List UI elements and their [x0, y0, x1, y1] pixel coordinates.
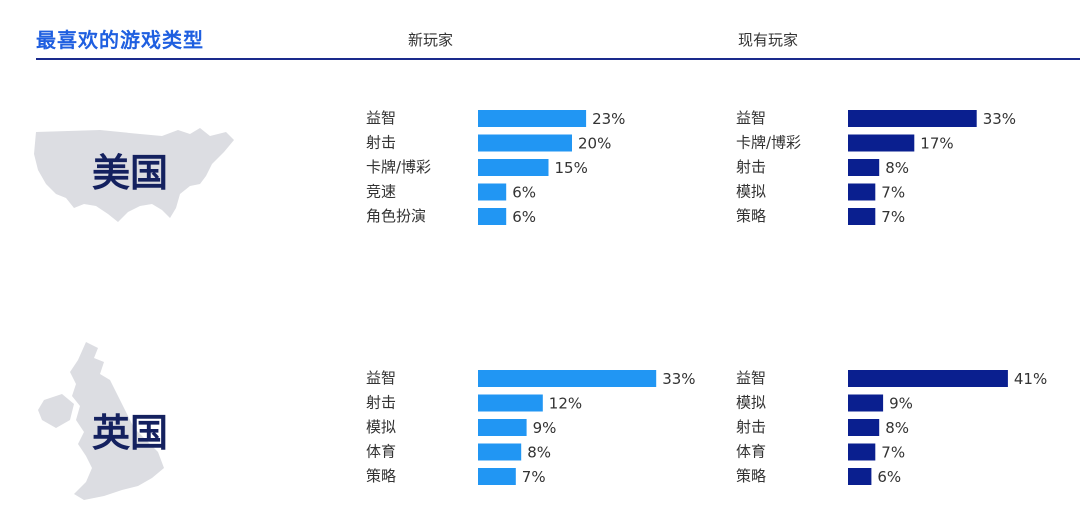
value-label: 7% [881, 208, 905, 226]
bar [478, 159, 549, 176]
bar [478, 370, 657, 387]
bar [478, 419, 527, 436]
bar [478, 183, 507, 201]
bar [848, 394, 884, 412]
bar [478, 134, 572, 152]
column-header-existing-players: 现有玩家 [738, 31, 799, 49]
country-label-uk: 英国 [92, 411, 169, 455]
bar [478, 110, 587, 127]
bar [848, 443, 876, 461]
category-label: 射击 [366, 394, 396, 412]
category-label: 体育 [736, 443, 766, 461]
bar [848, 468, 872, 485]
bar [478, 394, 543, 412]
category-label: 益智 [366, 109, 396, 127]
value-label: 6% [512, 208, 536, 226]
header-divider [36, 58, 1080, 60]
value-label: 6% [512, 184, 536, 202]
category-label: 角色扮演 [366, 207, 426, 225]
value-label: 20% [578, 135, 611, 153]
category-label: 射击 [366, 134, 396, 152]
usa-map-icon [34, 128, 234, 222]
category-label: 模拟 [736, 394, 766, 412]
value-label: 8% [527, 444, 551, 462]
category-label: 射击 [736, 158, 766, 176]
value-label: 7% [881, 184, 905, 202]
category-label: 射击 [736, 418, 766, 436]
bar [848, 370, 1008, 387]
bar [478, 468, 516, 485]
value-label: 6% [877, 468, 901, 486]
value-label: 12% [549, 395, 582, 413]
bar [848, 208, 876, 225]
category-label: 策略 [736, 467, 766, 485]
value-label: 17% [920, 135, 953, 153]
page-title: 最喜欢的游戏类型 [36, 28, 204, 52]
value-label: 9% [533, 419, 557, 437]
category-label: 模拟 [366, 418, 396, 436]
bar [848, 419, 880, 436]
value-label: 33% [983, 110, 1016, 128]
bar [478, 208, 507, 225]
category-label: 策略 [736, 207, 766, 225]
value-label: 9% [889, 395, 913, 413]
bar [848, 159, 880, 176]
bar [848, 183, 876, 201]
category-label: 体育 [366, 443, 396, 461]
bar [848, 134, 915, 152]
chart-usa-new-players: 益智 23% 射击 20% 卡牌/博彩 15% 竞速 6% 角色扮演 6% [366, 109, 625, 226]
chart-usa-existing-players: 益智 33% 卡牌/博彩 17% 射击 8% 模拟 7% 策略 7% [736, 109, 1016, 226]
country-label-usa: 美国 [92, 151, 169, 195]
value-label: 7% [522, 468, 546, 486]
category-label: 卡牌/博彩 [366, 158, 431, 176]
category-label: 益智 [736, 109, 766, 127]
category-label: 策略 [366, 467, 396, 485]
category-label: 卡牌/博彩 [736, 134, 801, 152]
category-label: 竞速 [366, 183, 396, 201]
value-label: 7% [881, 444, 905, 462]
chart-uk-existing-players: 益智 41% 模拟 9% 射击 8% 体育 7% 策略 6% [736, 369, 1047, 486]
chart-uk-new-players: 益智 33% 射击 12% 模拟 9% 体育 8% 策略 7% [366, 369, 696, 486]
bar [848, 110, 977, 127]
value-label: 23% [592, 110, 625, 128]
uk-map-icon [38, 342, 164, 500]
bar [478, 443, 522, 461]
value-label: 41% [1014, 370, 1047, 388]
column-header-new-players: 新玩家 [408, 31, 454, 49]
value-label: 33% [662, 370, 695, 388]
value-label: 8% [885, 419, 909, 437]
value-label: 15% [555, 159, 588, 177]
value-label: 8% [885, 159, 909, 177]
category-label: 益智 [736, 369, 766, 387]
category-label: 益智 [366, 369, 396, 387]
category-label: 模拟 [736, 183, 766, 201]
